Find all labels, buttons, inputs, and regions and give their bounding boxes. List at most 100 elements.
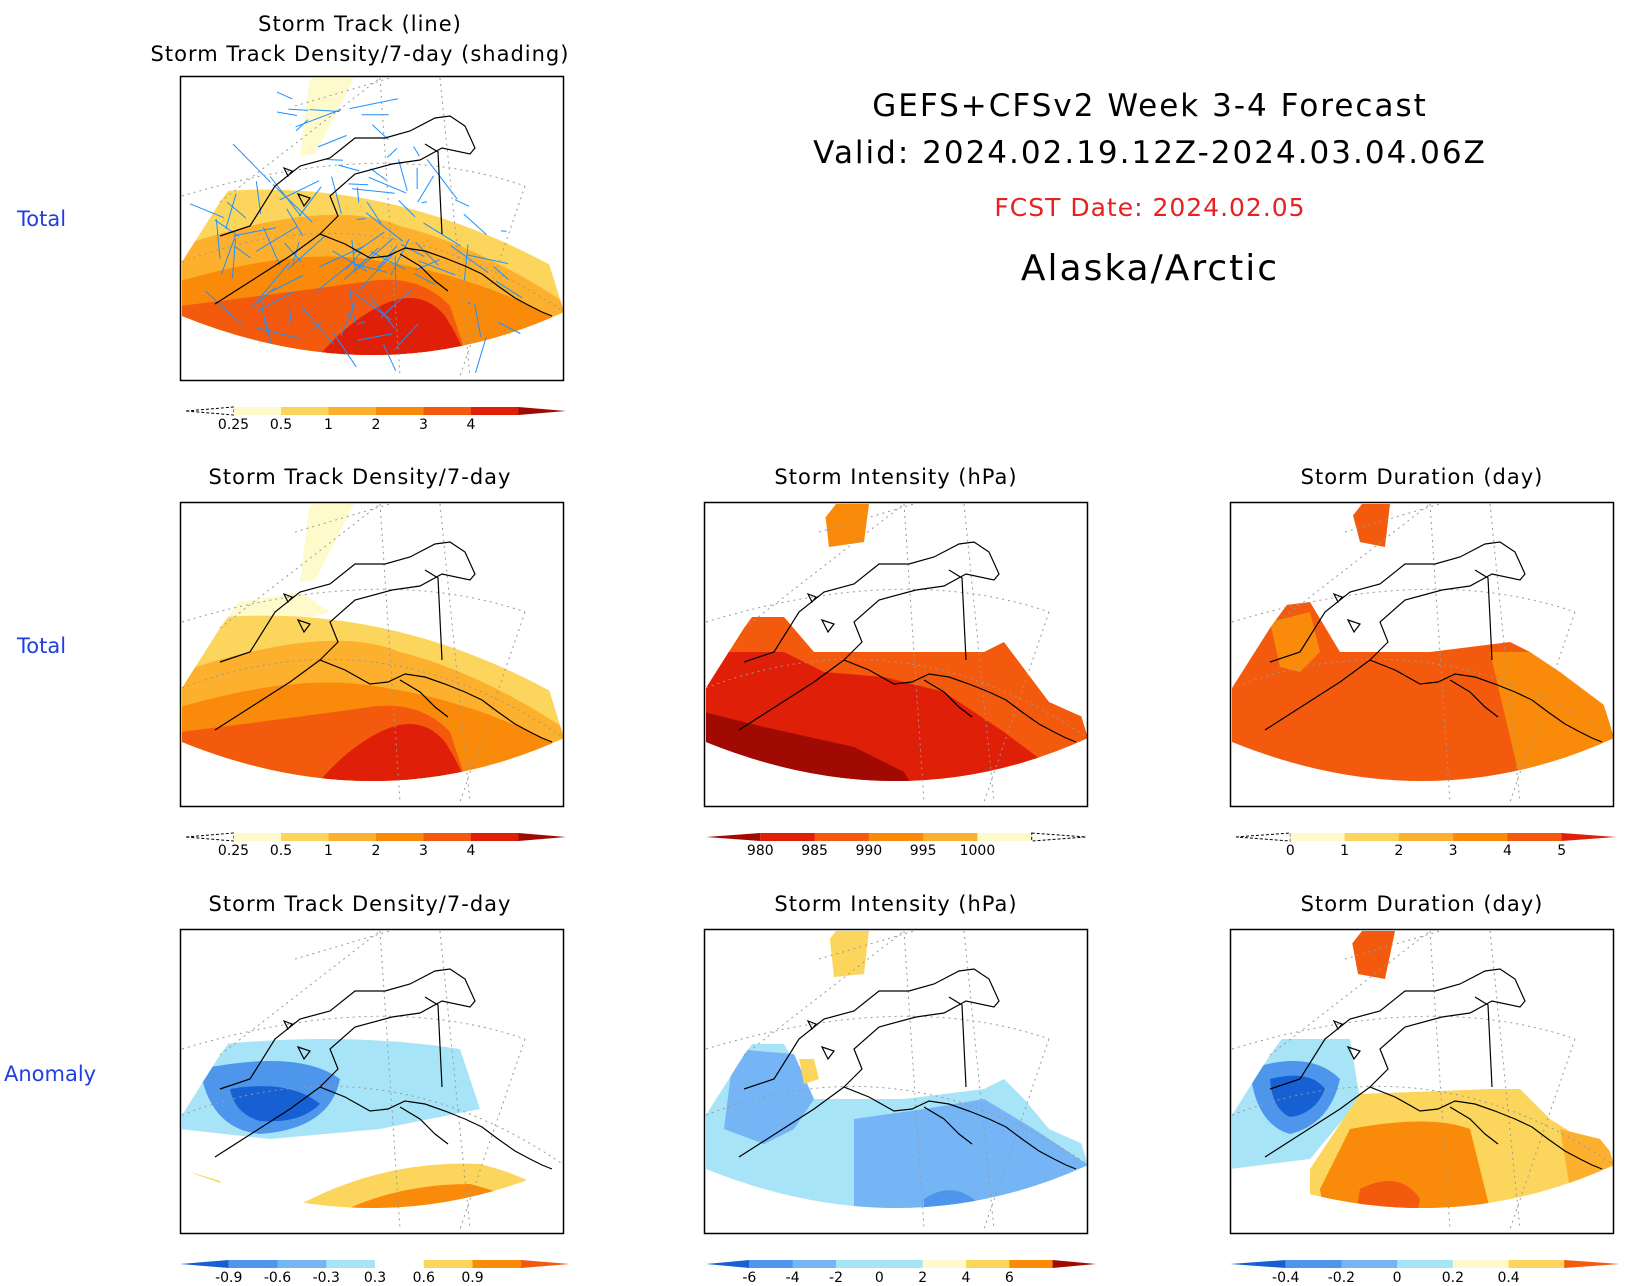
colorbar-block	[1562, 833, 1616, 841]
colorbar-block	[793, 1260, 837, 1268]
storm-track-line	[289, 109, 309, 110]
shaded-field	[180, 1039, 570, 1249]
colorbar-block	[376, 407, 424, 415]
map-panel-5	[180, 929, 564, 1234]
storm-track-line	[371, 169, 387, 180]
colorbar-open-end	[1032, 833, 1086, 841]
storm-track-line	[395, 256, 396, 289]
colorbar-tick-label: 1	[324, 843, 333, 859]
colorbar-tick-label: 0	[1393, 1270, 1402, 1286]
contour-region	[1560, 1129, 1620, 1249]
colorbar-tick-label: 0.3	[364, 1270, 386, 1286]
shaded-field	[1230, 504, 1620, 822]
colorbar-tick-label: 0	[875, 1270, 884, 1286]
colorbar-tick-label: 0.5	[270, 843, 292, 859]
map-panel-6	[704, 929, 1088, 1234]
colorbar-tick-label: 0.5	[270, 417, 292, 433]
storm-track-line	[348, 184, 368, 185]
storm-track-line	[414, 147, 420, 157]
colorbar-block	[1290, 833, 1345, 841]
colorbar-block	[234, 833, 282, 841]
colorbar-tick-label: 4	[467, 843, 476, 859]
storm-track-line	[350, 99, 398, 109]
contour-region	[180, 1169, 240, 1229]
colorbar-block	[281, 833, 329, 841]
colorbar-block	[521, 1260, 570, 1268]
colorbar-block	[281, 407, 329, 415]
colorbar-block	[234, 407, 282, 415]
colorbar-tick-label: 4	[467, 417, 476, 433]
storm-track-line	[418, 176, 434, 203]
header-valid: Valid: 2024.02.19.12Z-2024.03.04.06Z	[700, 135, 1600, 171]
colorbar-tick-label: 0.9	[461, 1270, 483, 1286]
colorbar-tick-label: 2	[372, 843, 381, 859]
panel3-title: Storm Intensity (hPa)	[704, 465, 1088, 489]
colorbar-block	[1397, 1260, 1453, 1268]
colorbar-block	[376, 833, 424, 841]
map-panel-3	[704, 502, 1088, 807]
colorbar-tick-label: -0.9	[215, 1270, 242, 1286]
colorbar-open-end	[186, 833, 234, 841]
shaded-field	[1230, 931, 1620, 1249]
colorbar-tick-label: -6	[742, 1270, 756, 1286]
contour-region	[824, 504, 869, 547]
storm-track-line	[387, 148, 397, 157]
colorbar-block	[1453, 833, 1508, 841]
map-panel-1	[180, 76, 564, 381]
colorbar-tick-label: 1	[324, 417, 333, 433]
colorbar-block	[923, 833, 978, 841]
colorbar-block	[879, 1260, 923, 1268]
colorbar-tick-label: -0.4	[1272, 1270, 1299, 1286]
colorbar-tick-label: 2	[918, 1270, 927, 1286]
colorbar-block	[424, 833, 472, 841]
colorbar-tick-label: 1	[1340, 843, 1349, 859]
colorbar-tick-label: 2	[1394, 843, 1403, 859]
storm-track-line	[277, 92, 292, 99]
storm-track-line	[327, 160, 343, 161]
colorbar-block	[180, 1260, 229, 1268]
contour-region	[1350, 931, 1395, 979]
row-label-total-1: Total	[17, 207, 66, 231]
contour-region	[330, 1204, 550, 1249]
colorbar-tick-label: 0	[1286, 843, 1295, 859]
colorbar-block	[471, 833, 519, 841]
panel5-title: Storm Track Density/7-day	[168, 892, 552, 916]
map-panel-2	[180, 502, 564, 807]
contour-region	[1350, 504, 1390, 547]
colorbar-tick-label: 980	[747, 843, 774, 859]
colorbar-open-end	[1236, 833, 1290, 841]
colorbar-tick-label: -0.6	[264, 1270, 291, 1286]
colorbar-block	[229, 1260, 278, 1268]
header-title: GEFS+CFSv2 Week 3-4 Forecast	[700, 88, 1600, 124]
colorbar-block	[869, 833, 924, 841]
colorbar-block	[1230, 1260, 1286, 1268]
colorbar-block	[424, 407, 472, 415]
colorbar-block	[278, 1260, 327, 1268]
colorbar-block	[815, 833, 870, 841]
colorbar-tick-label: 0.4	[1497, 1270, 1519, 1286]
colorbar-tick-label: 995	[910, 843, 937, 859]
shaded-field	[704, 931, 1094, 1249]
colorbar-tick-label: 2	[372, 417, 381, 433]
colorbar-block	[1453, 1260, 1509, 1268]
colorbar-block	[329, 833, 377, 841]
colorbar-tick-label: 4	[1503, 843, 1512, 859]
colorbar-block	[760, 833, 815, 841]
storm-track-line	[455, 200, 469, 207]
panel7-title: Storm Duration (day)	[1230, 892, 1614, 916]
contour-region	[1350, 1181, 1420, 1249]
colorbar-tick-label: 3	[419, 843, 428, 859]
colorbar-block	[1564, 1260, 1620, 1268]
contour-region	[854, 1099, 1094, 1249]
shaded-field	[704, 504, 1094, 822]
colorbar-block	[749, 1260, 793, 1268]
colorbar-block	[1009, 1260, 1053, 1268]
contour-region	[260, 1164, 570, 1249]
colorbar-tick-label: 5	[1557, 843, 1566, 859]
contour-region	[829, 931, 869, 977]
colorbar-block	[1509, 1260, 1565, 1268]
